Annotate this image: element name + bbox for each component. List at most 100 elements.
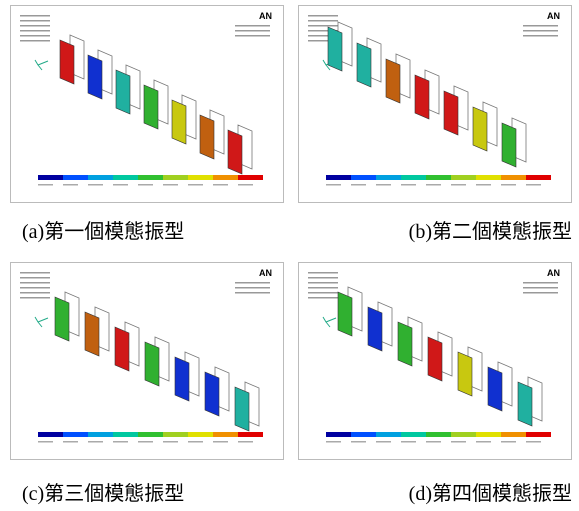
legend-tick-text xyxy=(476,184,491,186)
legend-swatch xyxy=(476,175,501,180)
legend-swatch xyxy=(213,175,238,180)
legend-tick-text xyxy=(501,441,516,443)
legend-tick-text xyxy=(213,441,228,443)
plate xyxy=(235,387,249,431)
legend-tick-text xyxy=(163,441,178,443)
legend-tick-text xyxy=(188,184,203,186)
legend-swatch xyxy=(63,432,88,437)
info-line xyxy=(20,282,50,284)
plate xyxy=(368,307,382,351)
legend-tick-text xyxy=(376,184,391,186)
legend-swatch xyxy=(88,175,113,180)
plate xyxy=(85,312,99,356)
ansys-logo: AN xyxy=(547,11,560,21)
plate xyxy=(386,59,400,103)
legend-tick-text xyxy=(326,184,341,186)
legend-tick-text xyxy=(426,184,441,186)
info-line xyxy=(235,35,270,37)
info-line xyxy=(235,287,270,289)
info-line xyxy=(523,287,558,289)
info-line xyxy=(523,35,558,37)
legend-tick-text xyxy=(238,441,253,443)
legend-swatch xyxy=(238,175,263,180)
info-line xyxy=(20,35,50,37)
plate xyxy=(415,75,429,119)
legend-tick-text xyxy=(238,184,253,186)
legend-tick-text xyxy=(451,184,466,186)
caption: (a)第一個模態振型 xyxy=(22,215,184,244)
plate xyxy=(145,342,159,386)
legend-tick-text xyxy=(401,184,416,186)
legend-tick-text xyxy=(63,441,78,443)
legend-tick-text xyxy=(138,441,153,443)
caption: (b)第二個模態振型 xyxy=(409,215,572,244)
info-line xyxy=(308,282,338,284)
plate xyxy=(328,27,342,71)
plate xyxy=(473,107,487,151)
legend-tick-text xyxy=(38,184,53,186)
plate xyxy=(200,115,214,159)
legend-swatch xyxy=(188,175,213,180)
legend-tick-text xyxy=(476,441,491,443)
legend-swatch xyxy=(38,175,63,180)
plate xyxy=(444,91,458,135)
legend-swatch xyxy=(351,432,376,437)
plate xyxy=(357,43,371,87)
legend-swatch xyxy=(526,432,551,437)
info-line xyxy=(20,277,50,279)
legend-swatch xyxy=(351,175,376,180)
info-line xyxy=(235,282,270,284)
legend-swatch xyxy=(113,432,138,437)
plate xyxy=(205,372,219,416)
legend-swatch xyxy=(213,432,238,437)
plate xyxy=(488,367,502,411)
legend-tick-text xyxy=(213,184,228,186)
legend-tick-text xyxy=(401,441,416,443)
info-line xyxy=(235,30,270,32)
legend-tick-text xyxy=(138,184,153,186)
legend-swatch xyxy=(526,175,551,180)
legend-swatch xyxy=(188,432,213,437)
ansys-logo: AN xyxy=(259,268,272,278)
legend-swatch xyxy=(451,432,476,437)
info-line xyxy=(20,30,50,32)
info-line xyxy=(308,297,338,299)
legend-swatch xyxy=(476,432,501,437)
legend-tick-text xyxy=(526,184,541,186)
legend-swatch xyxy=(113,175,138,180)
legend-tick-text xyxy=(113,184,128,186)
mode-panel: AN xyxy=(298,5,572,203)
plate xyxy=(88,55,102,99)
plate xyxy=(398,322,412,366)
plate xyxy=(502,123,516,167)
info-line xyxy=(523,25,558,27)
legend-swatch xyxy=(376,175,401,180)
plate xyxy=(228,130,242,174)
legend-swatch xyxy=(138,432,163,437)
legend-tick-text xyxy=(501,184,516,186)
info-line xyxy=(20,287,50,289)
info-line xyxy=(523,282,558,284)
ansys-logo: AN xyxy=(259,11,272,21)
mode-panel: AN xyxy=(298,262,572,460)
legend-swatch xyxy=(376,432,401,437)
legend-tick-text xyxy=(526,441,541,443)
info-line xyxy=(20,292,50,294)
legend-tick-text xyxy=(188,441,203,443)
plate xyxy=(458,352,472,396)
info-line xyxy=(20,297,50,299)
plate xyxy=(338,292,352,336)
legend-tick-text xyxy=(376,441,391,443)
legend-swatch xyxy=(501,175,526,180)
legend-swatch xyxy=(163,175,188,180)
info-line xyxy=(308,15,338,17)
info-line xyxy=(20,15,50,17)
info-line xyxy=(235,292,270,294)
info-line xyxy=(235,25,270,27)
info-line xyxy=(523,30,558,32)
legend-tick-text xyxy=(88,441,103,443)
info-line xyxy=(308,277,338,279)
info-line xyxy=(20,20,50,22)
plate xyxy=(60,40,74,84)
plate xyxy=(518,382,532,426)
